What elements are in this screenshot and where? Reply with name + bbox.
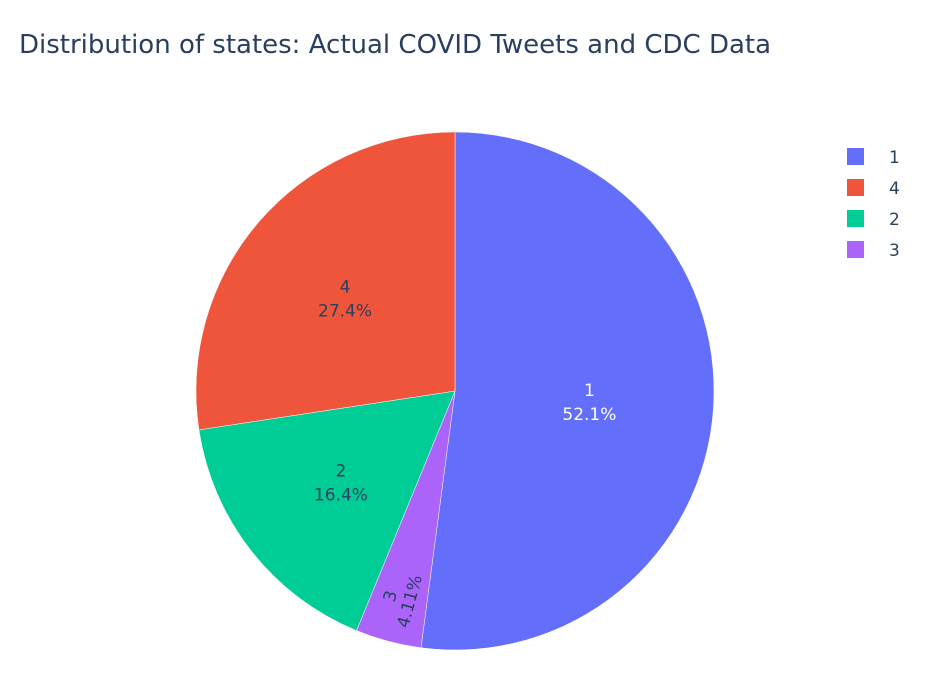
slice-label-name: 2 — [336, 462, 347, 482]
legend-label: 1 — [889, 148, 900, 168]
legend-label: 3 — [889, 241, 900, 261]
slice-label-4: 4 27.4% — [318, 277, 372, 321]
legend-item-3[interactable]: 3 — [847, 241, 900, 261]
legend-label: 2 — [889, 210, 900, 230]
legend-item-1[interactable]: 1 — [847, 148, 900, 168]
pie-slices — [195, 131, 715, 651]
slice-label-name: 3 — [380, 589, 402, 605]
svg-text:152.1%: 1 52.1% — [562, 381, 616, 425]
slice-label-name: 4 — [340, 277, 351, 297]
legend-swatch — [847, 148, 864, 165]
legend: 1 4 2 3 — [847, 148, 900, 261]
legend-swatch — [847, 179, 864, 196]
legend-swatch — [847, 241, 864, 258]
legend-swatch — [847, 210, 864, 227]
slice-label-1: 1 52.1% — [562, 381, 616, 425]
slice-label-percent: 16.4% — [314, 486, 368, 506]
svg-text:427.4%: 4 27.4% — [318, 277, 372, 321]
legend-item-2[interactable]: 2 — [847, 210, 900, 230]
chart-title: Distribution of states: Actual COVID Twe… — [19, 30, 771, 60]
slice-label-percent: 27.4% — [318, 301, 372, 321]
slice-label-name: 1 — [584, 381, 595, 401]
legend-label: 4 — [889, 179, 900, 199]
pie-slice-2 — [198, 390, 456, 631]
pie-slice-1 — [420, 131, 715, 651]
legend-item-4[interactable]: 4 — [847, 179, 900, 199]
slice-label-percent: 52.1% — [562, 405, 616, 425]
pie-slice-4 — [195, 131, 456, 431]
slice-label-2: 2 16.4% — [314, 462, 368, 506]
svg-text:216.4%: 2 16.4% — [314, 462, 368, 506]
